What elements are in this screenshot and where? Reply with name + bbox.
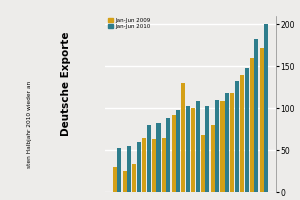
Bar <box>123 171 127 192</box>
Bar <box>264 24 268 192</box>
Bar <box>186 106 190 192</box>
Bar <box>181 83 185 192</box>
Text: Deutsche Exporte: Deutsche Exporte <box>61 32 71 136</box>
Bar <box>260 48 264 192</box>
Bar <box>220 101 225 192</box>
Bar <box>156 123 161 192</box>
Bar <box>132 164 137 192</box>
Bar <box>127 146 131 192</box>
Bar <box>176 110 180 192</box>
Bar <box>152 139 156 192</box>
Bar <box>225 93 229 192</box>
Bar <box>117 148 122 192</box>
Bar <box>142 138 146 192</box>
Bar <box>162 138 166 192</box>
Bar <box>235 81 239 192</box>
Text: sten Halbjahr 2010 wieder an: sten Halbjahr 2010 wieder an <box>28 80 32 168</box>
Bar <box>196 101 200 192</box>
Bar <box>147 125 151 192</box>
Bar <box>250 58 254 192</box>
Legend: Jan-Jun 2009, Jan-Jun 2010: Jan-Jun 2009, Jan-Jun 2010 <box>108 17 151 29</box>
Bar <box>240 75 244 192</box>
Bar <box>215 100 219 192</box>
Bar <box>254 39 258 192</box>
Bar <box>206 106 209 192</box>
Bar <box>172 115 176 192</box>
Bar <box>230 93 234 192</box>
Bar <box>137 142 141 192</box>
Bar <box>211 125 215 192</box>
Bar <box>166 118 170 192</box>
Bar <box>201 135 205 192</box>
Bar <box>244 68 249 192</box>
Bar <box>191 108 195 192</box>
Bar <box>113 167 117 192</box>
